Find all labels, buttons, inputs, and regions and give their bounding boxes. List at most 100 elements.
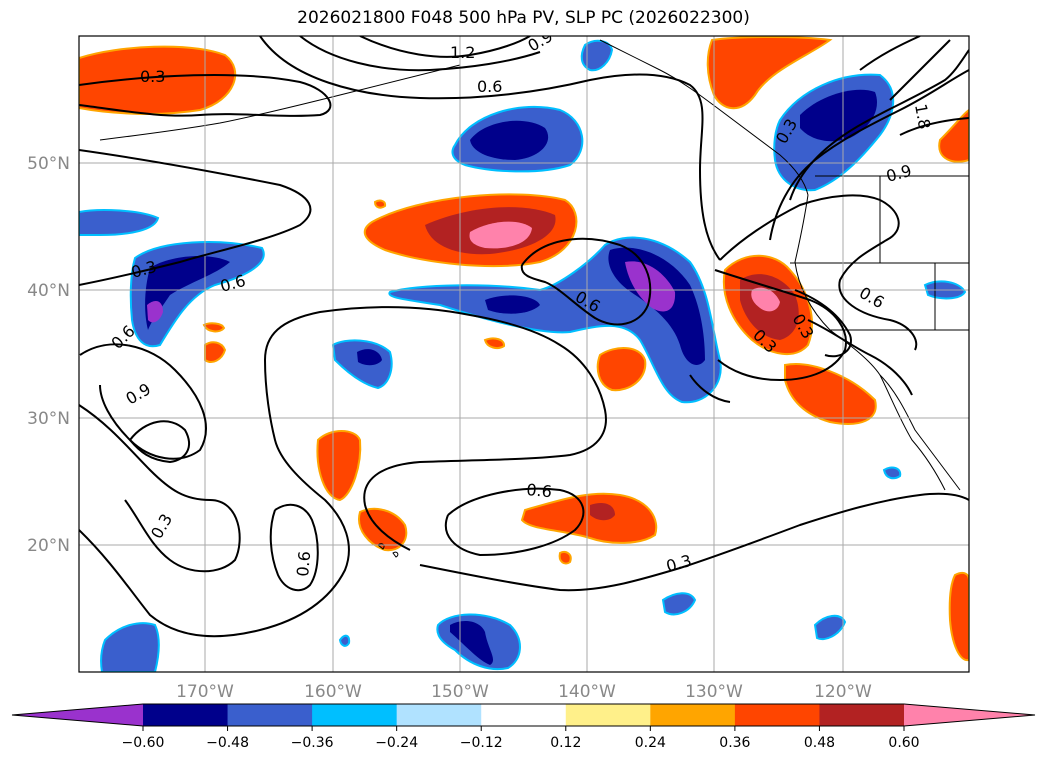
pv-neg-blob-sw <box>100 622 160 672</box>
colorbar-extend-min <box>12 704 143 726</box>
colorbar-segment <box>819 704 905 726</box>
contour-0 <box>79 73 332 117</box>
lon-label: 120°W <box>814 682 872 702</box>
pv-pos-peak-coast <box>751 287 780 312</box>
pv-neg-core-w <box>145 256 230 330</box>
contour-7 <box>129 420 190 464</box>
colorbar-segment <box>312 704 398 726</box>
baja-coast <box>879 374 946 491</box>
pv-neg-core-gulf <box>470 120 549 160</box>
positive-pv-anomalies <box>79 36 969 662</box>
pv-pos-blob-mid1 <box>596 347 647 392</box>
contour-15 <box>789 49 969 201</box>
pv-pos-blob-mid2 <box>316 430 362 502</box>
colorbar-segment <box>565 704 651 726</box>
lat-label: 20°N <box>27 536 70 556</box>
pv-pos-small5 <box>558 551 572 565</box>
contour-13 <box>719 194 918 351</box>
contour-1 <box>299 36 541 72</box>
lat-label: 50°N <box>27 154 70 174</box>
negative-pv-anomalies <box>79 39 967 672</box>
gridlines <box>79 36 969 672</box>
contour-4 <box>79 149 312 286</box>
colorbar-segment <box>396 704 482 726</box>
pv-pos-blob-south <box>520 492 658 544</box>
contour-3 <box>259 36 721 261</box>
pv-pos-core-south <box>590 503 615 521</box>
contour-label: 1.8 <box>911 102 934 130</box>
pv-pos-blob-east <box>948 571 969 662</box>
pv-pos-blob-ne <box>706 36 833 110</box>
colorbar-segment <box>227 704 313 726</box>
us-west-coast <box>794 194 961 491</box>
lat-label: 30°N <box>27 409 70 429</box>
pv-neg-peak-w <box>147 300 163 323</box>
lon-label: 140°W <box>558 682 616 702</box>
colorbar-segment <box>481 704 567 726</box>
pv-pos-small3 <box>373 199 387 209</box>
contour-10 <box>269 503 319 592</box>
contour-6 <box>79 343 207 460</box>
contour-22 <box>807 319 913 396</box>
lat-label: 40°N <box>27 281 70 301</box>
colorbar-segment <box>650 704 736 726</box>
lon-label: 170°W <box>176 682 234 702</box>
contour-14 <box>769 69 969 241</box>
slp-contours <box>79 36 969 638</box>
coastlines <box>99 39 969 558</box>
map-title: 2026021800 F048 500 hPa PV, SLP PC (2026… <box>297 8 750 28</box>
contour-21 <box>689 374 731 403</box>
lon-label: 160°W <box>304 682 362 702</box>
contour-19 <box>714 269 847 382</box>
colorbar-tick-label: 0.36 <box>719 735 750 751</box>
contour-label: 0.6 <box>526 480 553 501</box>
pv-pos-small1 <box>204 341 227 363</box>
colorbar-segment <box>734 704 820 726</box>
plot-area: 0.3 1.2 0.9 0.6 0.3 1.8 0.3 0.6 0.6 0.6 … <box>79 36 969 672</box>
map-frame <box>78 35 970 673</box>
pv-neg-blob-far-w <box>79 209 160 236</box>
latitude-labels: 50°N 40°N 30°N 20°N <box>27 154 70 556</box>
contour-18 <box>899 117 969 136</box>
colorbar-tick-label: 0.60 <box>888 735 919 751</box>
colorbar-tick-label: −0.60 <box>122 735 165 751</box>
colorbar-tick-label: −0.12 <box>460 735 503 751</box>
colorbar-tick-label: 0.48 <box>804 735 835 751</box>
contour-label: 0.6 <box>477 77 502 96</box>
lon-label: 130°W <box>685 682 743 702</box>
contour-16 <box>859 36 921 71</box>
contour-label: 0.6 <box>293 550 314 577</box>
pv-neg-core-band2 <box>485 295 540 314</box>
pv-neg-core-ne <box>800 89 878 142</box>
contour-12 <box>419 492 969 592</box>
colorbar-segment <box>143 704 229 726</box>
contour-2 <box>359 36 531 58</box>
colorbar-tick-label: 0.24 <box>635 735 666 751</box>
pv-pos-blob-nw <box>79 45 237 115</box>
contour-5 <box>520 237 652 326</box>
contour-11 <box>444 487 585 557</box>
pv-neg-small4 <box>338 634 351 647</box>
pv-pos-small2 <box>202 322 226 333</box>
colorbar-tick-label: 0.12 <box>550 735 581 751</box>
pv-neg-small1 <box>661 592 697 616</box>
hawaii-island-2 <box>392 551 399 558</box>
contour-9 <box>79 306 607 638</box>
colorbar-tick-label: −0.48 <box>206 735 249 751</box>
contour-label: 1.2 <box>450 43 475 62</box>
pv-neg-core-south <box>450 620 494 665</box>
aleutian-chain <box>99 64 461 141</box>
colorbar: −0.60 −0.48 −0.36 −0.24 −0.12 0.12 0.24 0.36 0.4… <box>11 703 1036 751</box>
contour-20 <box>794 289 852 358</box>
pv-neg-small2 <box>813 614 847 641</box>
lon-label: 150°W <box>431 682 489 702</box>
contour-8 <box>79 404 241 573</box>
pv-pos-small4 <box>483 337 506 349</box>
colorbar-tick-label: −0.36 <box>291 735 334 751</box>
colorbar-tick-label: −0.24 <box>375 735 418 751</box>
longitude-labels: 170°W 160°W 150°W 140°W 130°W 120°W <box>176 682 872 702</box>
pv-neg-core-mid <box>357 349 382 366</box>
alaska-coast <box>599 39 809 196</box>
colorbar-extend-max <box>904 704 1035 726</box>
